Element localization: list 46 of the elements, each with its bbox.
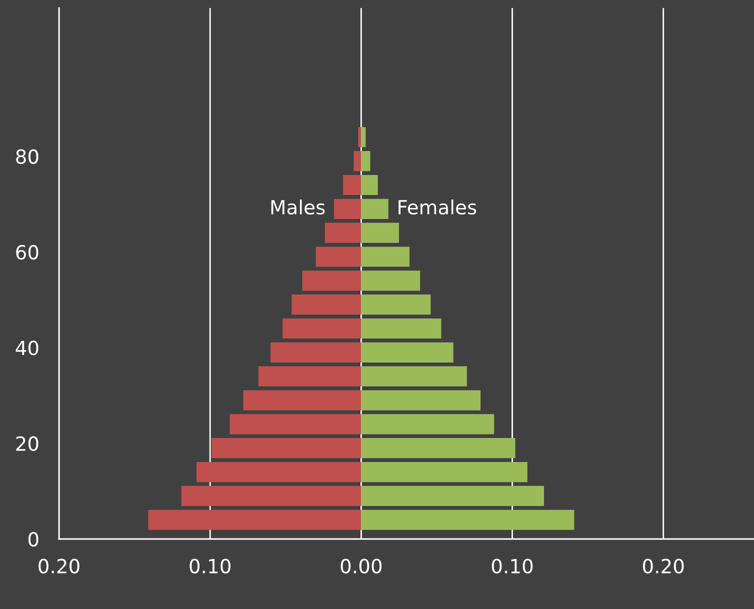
bar (361, 222, 399, 243)
x-tick-label: 0.00 (340, 558, 382, 574)
bar (361, 270, 420, 291)
bar (270, 342, 362, 362)
bar (361, 390, 481, 410)
bar (292, 294, 362, 315)
bar (361, 174, 378, 196)
y-tick-label: 60 (16, 244, 38, 260)
x-tick-label: 0.10 (190, 558, 230, 574)
bar (212, 438, 362, 458)
bar (354, 151, 362, 172)
bar (361, 510, 574, 530)
bar (361, 462, 528, 482)
bar (196, 462, 362, 482)
bar (148, 510, 362, 530)
bar (302, 270, 362, 291)
bar (361, 246, 410, 267)
bar (361, 198, 388, 219)
y-tick-label: 20 (16, 436, 38, 451)
series-label: Females (398, 200, 476, 215)
bar (258, 366, 362, 386)
bar (324, 222, 362, 243)
x-tick-label: 0.20 (38, 558, 80, 574)
bar (361, 294, 431, 315)
bar (361, 342, 454, 362)
y-tick-label: 40 (16, 340, 38, 356)
bar (361, 318, 442, 339)
series-label: Males (271, 200, 325, 215)
bar (343, 174, 362, 196)
bar (243, 390, 362, 410)
y-tick-label: 80 (16, 149, 38, 164)
bar (316, 246, 362, 267)
x-tick-label: 0.20 (642, 558, 684, 574)
bar (358, 127, 362, 148)
x-tick-label: 0.10 (492, 558, 533, 574)
bar (282, 318, 362, 339)
bar (230, 414, 362, 434)
bar (181, 486, 362, 506)
bar (361, 366, 467, 386)
bar (334, 198, 362, 219)
bar (361, 486, 544, 506)
bar (361, 414, 494, 434)
bar (361, 127, 366, 148)
y-tick-label: 0 (28, 532, 38, 547)
bar (361, 151, 370, 172)
bar (361, 438, 516, 458)
